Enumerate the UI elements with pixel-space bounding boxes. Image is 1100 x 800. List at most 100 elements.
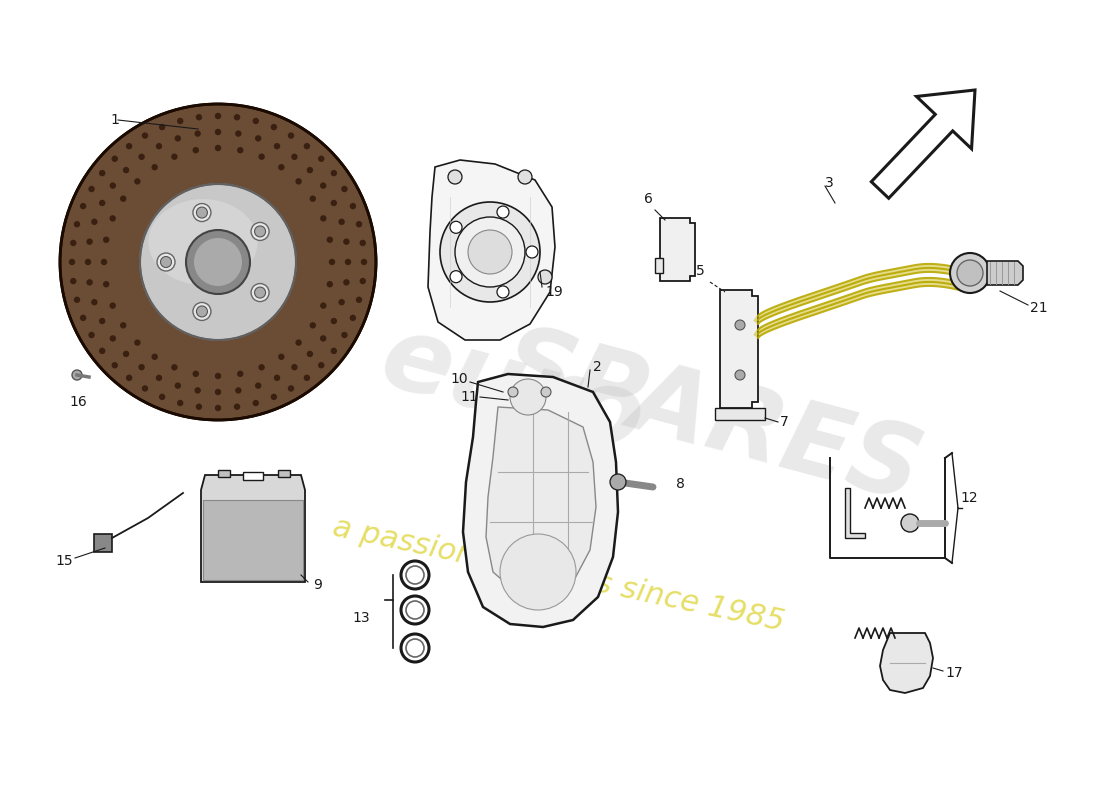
Circle shape: [85, 258, 91, 266]
Text: 8: 8: [676, 477, 685, 491]
Text: 17: 17: [945, 666, 962, 680]
Text: 19: 19: [544, 285, 563, 299]
Circle shape: [350, 314, 356, 321]
Ellipse shape: [212, 114, 248, 420]
Bar: [94, 534, 112, 552]
Circle shape: [69, 258, 75, 266]
Polygon shape: [428, 160, 556, 340]
Text: a passion for parts since 1985: a passion for parts since 1985: [330, 513, 786, 637]
Circle shape: [957, 260, 983, 286]
Circle shape: [156, 374, 162, 381]
Circle shape: [288, 386, 294, 392]
Circle shape: [339, 218, 344, 225]
Circle shape: [87, 238, 92, 245]
Circle shape: [111, 362, 118, 369]
Circle shape: [158, 124, 165, 130]
Text: euro: euro: [370, 306, 654, 474]
Circle shape: [296, 178, 301, 185]
Circle shape: [111, 155, 118, 162]
Text: 1: 1: [110, 113, 119, 127]
Circle shape: [70, 278, 76, 284]
Circle shape: [500, 534, 576, 610]
Circle shape: [360, 240, 366, 246]
Text: 13: 13: [352, 611, 370, 625]
Text: 11: 11: [460, 390, 478, 404]
Circle shape: [360, 278, 366, 284]
Text: 15: 15: [55, 554, 73, 568]
Circle shape: [99, 200, 106, 206]
Circle shape: [304, 143, 310, 150]
Circle shape: [288, 132, 294, 138]
Circle shape: [455, 217, 525, 287]
Circle shape: [142, 386, 148, 392]
Circle shape: [60, 104, 376, 420]
Circle shape: [214, 389, 221, 395]
Circle shape: [236, 370, 243, 377]
Bar: [715, 408, 764, 420]
Circle shape: [157, 253, 175, 271]
Circle shape: [110, 335, 115, 342]
Circle shape: [331, 200, 337, 206]
Circle shape: [344, 258, 351, 266]
Circle shape: [448, 170, 462, 184]
Circle shape: [110, 215, 115, 222]
Circle shape: [80, 314, 86, 321]
Circle shape: [274, 143, 280, 150]
Circle shape: [254, 226, 265, 237]
Circle shape: [735, 370, 745, 380]
Circle shape: [318, 155, 324, 162]
Circle shape: [134, 178, 141, 185]
Circle shape: [251, 222, 270, 241]
Circle shape: [304, 374, 310, 381]
Circle shape: [331, 348, 337, 354]
Circle shape: [192, 302, 211, 321]
Circle shape: [251, 283, 270, 302]
Circle shape: [110, 182, 115, 189]
Circle shape: [152, 164, 158, 170]
Circle shape: [255, 135, 262, 142]
Circle shape: [278, 164, 285, 170]
Circle shape: [70, 240, 76, 246]
Polygon shape: [201, 475, 305, 582]
Circle shape: [331, 170, 337, 176]
Polygon shape: [987, 261, 1023, 285]
Circle shape: [175, 382, 182, 389]
Circle shape: [110, 302, 115, 309]
Circle shape: [214, 129, 221, 135]
Circle shape: [235, 387, 242, 394]
Circle shape: [214, 405, 221, 411]
Circle shape: [355, 297, 362, 303]
Circle shape: [139, 154, 145, 160]
Circle shape: [156, 143, 162, 150]
Circle shape: [278, 354, 285, 360]
Circle shape: [140, 184, 296, 340]
Circle shape: [518, 170, 532, 184]
Circle shape: [950, 253, 990, 293]
Circle shape: [120, 322, 127, 329]
Circle shape: [123, 350, 130, 357]
Circle shape: [320, 182, 327, 189]
Circle shape: [450, 222, 462, 234]
Circle shape: [177, 400, 184, 406]
Circle shape: [87, 279, 92, 286]
Text: 7: 7: [780, 415, 789, 429]
Circle shape: [307, 350, 314, 357]
Polygon shape: [204, 500, 302, 580]
Circle shape: [88, 186, 95, 192]
Circle shape: [99, 318, 106, 324]
Circle shape: [361, 258, 367, 266]
Polygon shape: [660, 218, 695, 281]
Circle shape: [235, 130, 242, 137]
Circle shape: [142, 132, 148, 138]
Circle shape: [318, 362, 324, 369]
Circle shape: [192, 370, 199, 377]
Circle shape: [341, 186, 348, 192]
Text: 5: 5: [695, 264, 704, 278]
Circle shape: [343, 279, 350, 286]
Circle shape: [327, 237, 333, 243]
Circle shape: [72, 370, 82, 380]
Circle shape: [508, 387, 518, 397]
Circle shape: [172, 154, 177, 160]
Circle shape: [192, 147, 199, 154]
Circle shape: [320, 215, 327, 222]
